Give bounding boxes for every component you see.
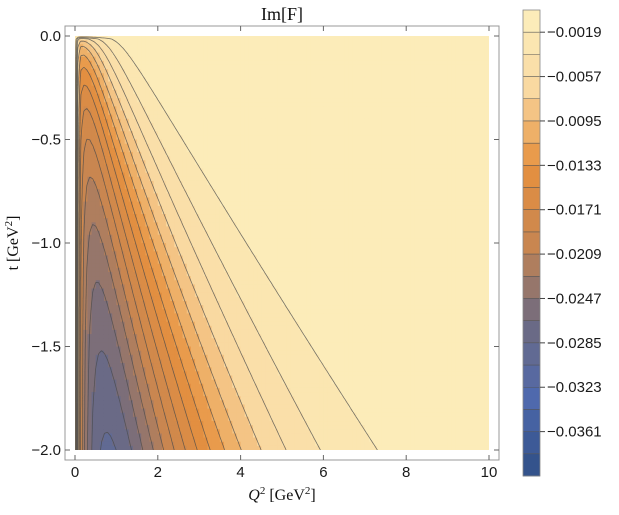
- colorbar-band: [523, 254, 540, 277]
- chart-title: Im[F]: [261, 4, 303, 24]
- contour-line: [77, 66, 211, 450]
- contour-lines: [75, 36, 378, 450]
- colorbar-band: [523, 431, 540, 455]
- colorbar-band: [523, 342, 540, 366]
- colorbar-band: [523, 54, 540, 77]
- y-tick-label: −0.5: [31, 132, 61, 149]
- x-tick-label: 2: [154, 464, 162, 481]
- contour-line: [79, 108, 186, 450]
- x-tick-label: 10: [481, 464, 498, 481]
- colorbar-band: [523, 10, 540, 33]
- colorbar-band: [523, 187, 540, 211]
- x-tick-label: 6: [319, 464, 327, 481]
- x-tick-label: 8: [402, 464, 410, 481]
- colorbar-frame: [522, 9, 541, 477]
- x-axis: 0 2 4 6 8 10: [71, 26, 498, 481]
- colorbar-band: [523, 143, 540, 166]
- x-label-unit-sup: 2: [305, 485, 311, 497]
- colorbar: −0.0019 −0.0057 −0.0095 −0.0133 −0.0171 −0.02…: [522, 9, 602, 477]
- colorbar-band: [523, 298, 540, 322]
- colorbar-band: [523, 409, 540, 433]
- colorbar-tick-label: −0.0171: [547, 202, 602, 219]
- y-tick-label: −1.0: [31, 235, 61, 252]
- contour-line: [75, 36, 378, 450]
- contour-line: [80, 138, 175, 450]
- colorbar-tick-label: −0.0285: [547, 335, 602, 352]
- x-label-unit: [GeV: [265, 487, 305, 504]
- colorbar-tick-label: −0.0323: [547, 379, 602, 396]
- contour-bands: [75, 36, 489, 450]
- colorbar-tick-label: −0.0361: [547, 424, 602, 441]
- contour-plot: [75, 36, 489, 450]
- y-label-base: t [GeV: [5, 226, 22, 270]
- colorbar-band: [523, 32, 540, 55]
- x-label-base: Q: [248, 487, 260, 504]
- colorbar-band: [523, 387, 540, 410]
- colorbar-tick-label: −0.0133: [547, 157, 602, 174]
- contour-line: [87, 282, 144, 450]
- x-label-unit-end: ]: [310, 487, 315, 504]
- y-label-end: ]: [5, 216, 22, 221]
- y-tick-label: −1.5: [31, 339, 61, 356]
- colorbar-band: [523, 453, 540, 477]
- contour-line: [84, 224, 154, 450]
- y-axis: 0.0 −0.5 −1.0 −1.5 −2.0: [31, 28, 499, 459]
- colorbar-band: [523, 120, 540, 144]
- colorbar-band: [523, 165, 540, 188]
- colorbar-tick-label: −0.0095: [547, 113, 602, 130]
- colorbar-band: [523, 320, 540, 344]
- contour-line: [91, 350, 132, 450]
- colorbar-tick-label: −0.0247: [547, 290, 602, 307]
- colorbar-band: [523, 76, 540, 100]
- y-axis-label: t [GeV2]: [3, 216, 22, 271]
- x-axis-label: Q2 [GeV2]: [248, 485, 315, 504]
- y-label-sup: 2: [3, 221, 15, 227]
- colorbar-band: [523, 231, 540, 255]
- colorbar-band: [523, 209, 540, 233]
- contour-line: [100, 431, 117, 450]
- colorbar-tick-label: −0.0209: [547, 246, 602, 263]
- colorbar-tick-label: −0.0019: [547, 24, 602, 41]
- colorbar-band: [523, 365, 540, 388]
- contour-line: [78, 84, 198, 450]
- x-tick-label: 0: [71, 464, 79, 481]
- y-tick-label: −2.0: [31, 442, 61, 459]
- x-tick-label: 4: [236, 464, 244, 481]
- y-tick-label: 0.0: [40, 28, 61, 45]
- colorbar-tick-label: −0.0057: [547, 69, 602, 86]
- colorbar-band: [523, 276, 540, 299]
- x-label-sup: 2: [260, 485, 266, 497]
- colorbar-band: [523, 98, 540, 122]
- contour-line: [82, 176, 165, 450]
